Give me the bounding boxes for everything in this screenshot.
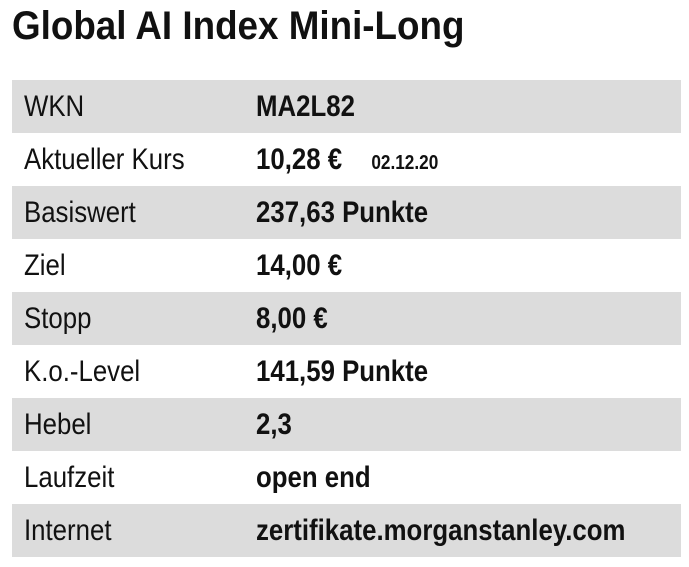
row-label: Aktueller Kurs — [24, 143, 185, 176]
row-label: Basiswert — [24, 196, 136, 229]
table-row: Internet zertifikate.morganstanley.com — [12, 504, 681, 557]
row-value: 237,63 Punkte — [256, 196, 429, 229]
row-value: 14,00 € — [256, 249, 343, 282]
table-row: WKN MA2L82 — [12, 80, 681, 133]
info-table: WKN MA2L82 Aktueller Kurs 10,28 € 02.12.20 Ba… — [12, 80, 681, 557]
row-label: Ziel — [24, 249, 66, 282]
row-value: 2,3 — [256, 408, 292, 441]
table-row: Ziel 14,00 € — [12, 239, 681, 292]
row-value-cell: 237,63 Punkte — [256, 186, 428, 239]
row-value-cell: 2,3 — [256, 398, 292, 451]
table-row: Hebel 2,3 — [12, 398, 681, 451]
row-label: Internet — [24, 514, 112, 547]
row-label: Laufzeit — [24, 461, 115, 494]
row-value: zertifikate.morganstanley.com — [256, 514, 626, 547]
row-value-cell: zertifikate.morganstanley.com — [256, 504, 625, 557]
row-label: Hebel — [24, 408, 92, 441]
row-value-cell: 8,00 € — [256, 292, 328, 345]
table-row: K.o.-Level 141,59 Punkte — [12, 345, 681, 398]
table-row: Stopp 8,00 € — [12, 292, 681, 345]
row-value-cell: 14,00 € — [256, 239, 342, 292]
row-value-cell: 10,28 € 02.12.20 — [256, 133, 438, 190]
row-label: K.o.-Level — [24, 355, 141, 388]
row-value: 8,00 € — [256, 302, 328, 335]
title: Global AI Index Mini-Long — [12, 4, 465, 48]
table-row: Aktueller Kurs 10,28 € 02.12.20 — [12, 133, 681, 186]
row-date: 02.12.20 — [371, 152, 439, 174]
row-label: WKN — [24, 90, 85, 123]
row-label: Stopp — [24, 302, 92, 335]
row-value: MA2L82 — [256, 90, 355, 123]
row-value: 10,28 € — [256, 143, 343, 176]
row-value-cell: MA2L82 — [256, 80, 355, 133]
table-row: Laufzeit open end — [12, 451, 681, 504]
table-row: Basiswert 237,63 Punkte — [12, 186, 681, 239]
row-value: open end — [256, 461, 371, 494]
row-value-cell: open end — [256, 451, 371, 504]
row-value: 141,59 Punkte — [256, 355, 429, 388]
row-value-cell: 141,59 Punkte — [256, 345, 428, 398]
